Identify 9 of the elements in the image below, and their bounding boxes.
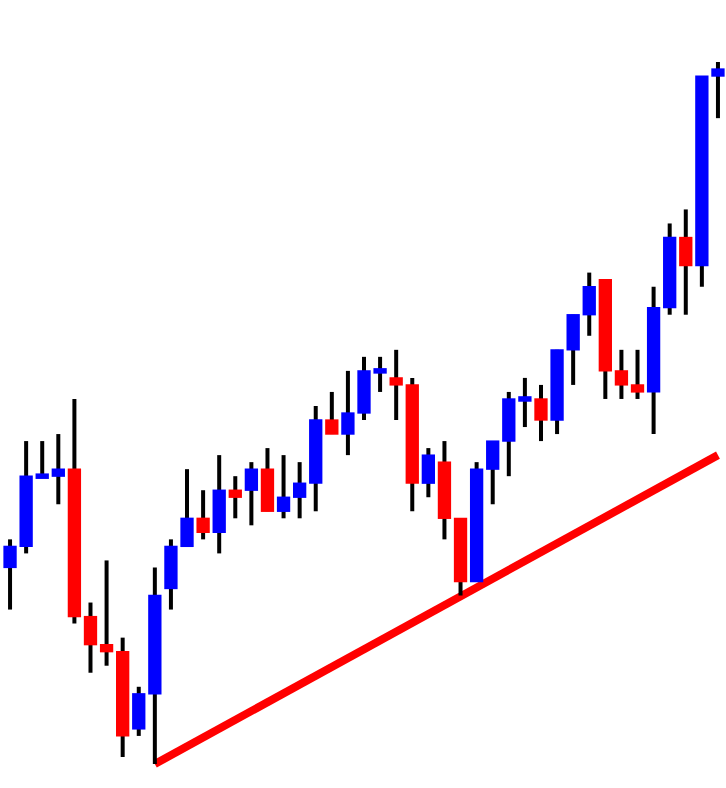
candlestick: [421, 446, 436, 500]
candlestick: [534, 382, 548, 444]
candlestick: [260, 446, 275, 514]
candlestick: [325, 389, 339, 437]
candlestick: [228, 474, 242, 521]
candlestick: [679, 207, 693, 317]
candlestick: [244, 460, 259, 528]
candlestick: [212, 453, 226, 556]
candlestick: [196, 488, 210, 542]
